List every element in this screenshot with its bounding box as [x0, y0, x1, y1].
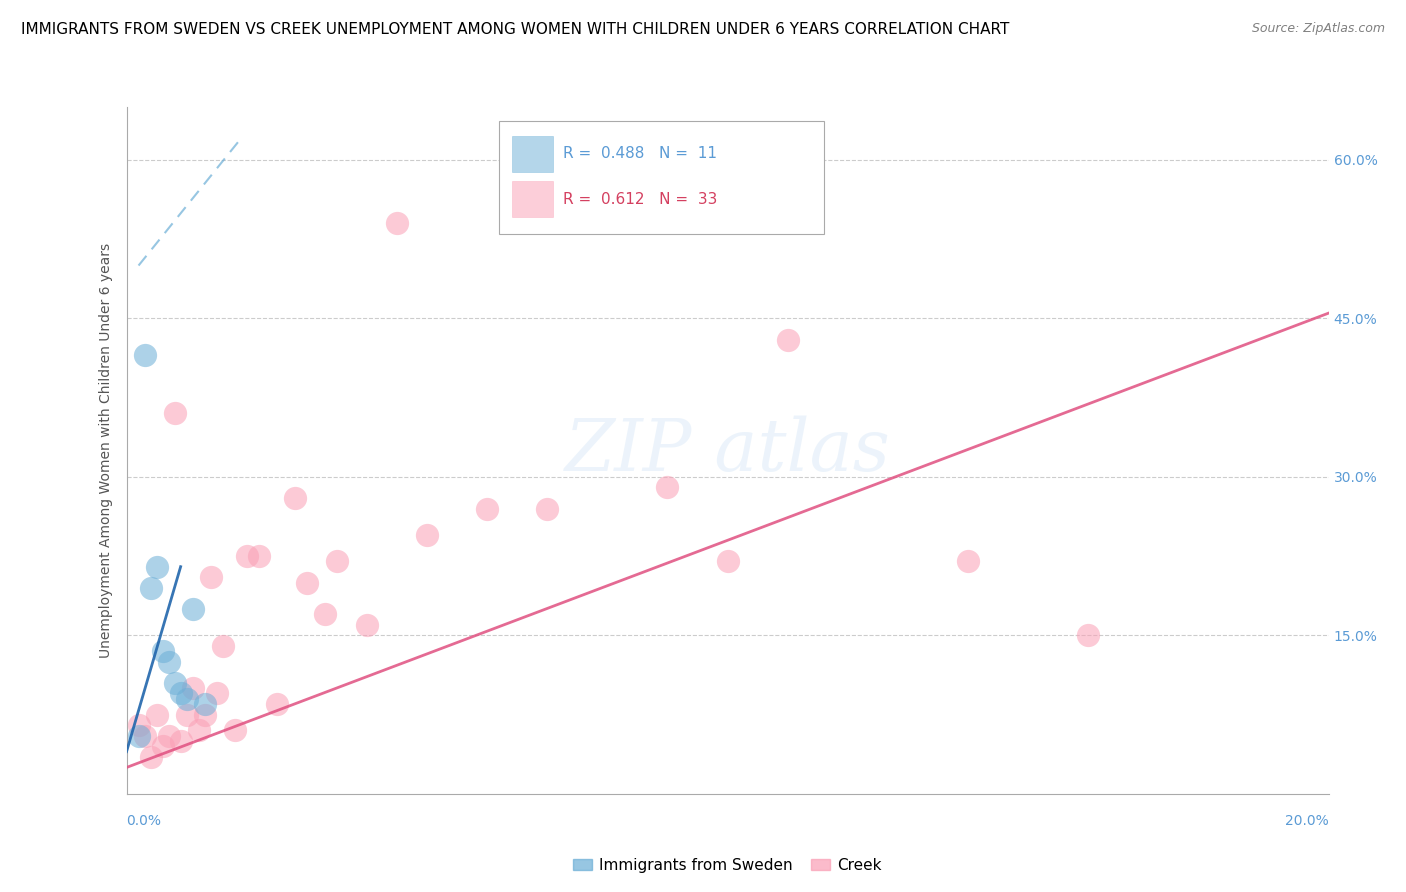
Point	[716, 554, 740, 568]
Point	[134, 348, 156, 362]
Point	[163, 676, 186, 690]
Point	[284, 491, 307, 505]
Point	[181, 681, 204, 696]
Point	[657, 480, 679, 494]
Point	[776, 333, 799, 347]
Point	[163, 407, 186, 421]
Legend: Immigrants from Sweden, Creek: Immigrants from Sweden, Creek	[567, 852, 889, 879]
FancyBboxPatch shape	[512, 136, 554, 171]
Point	[385, 216, 408, 230]
Point	[211, 639, 233, 653]
Point	[145, 707, 167, 722]
Text: R =  0.612   N =  33: R = 0.612 N = 33	[562, 192, 717, 207]
Point	[295, 575, 318, 590]
Text: IMMIGRANTS FROM SWEDEN VS CREEK UNEMPLOYMENT AMONG WOMEN WITH CHILDREN UNDER 6 Y: IMMIGRANTS FROM SWEDEN VS CREEK UNEMPLOY…	[21, 22, 1010, 37]
Point	[266, 697, 288, 711]
Point	[194, 707, 217, 722]
Point	[326, 554, 349, 568]
Point	[205, 686, 228, 700]
Point	[181, 602, 204, 616]
Point	[157, 729, 180, 743]
Point	[194, 697, 217, 711]
FancyBboxPatch shape	[512, 181, 554, 217]
Point	[169, 734, 191, 748]
Point	[475, 501, 498, 516]
Text: ZIP atlas: ZIP atlas	[565, 415, 890, 486]
Point	[128, 729, 150, 743]
Point	[187, 723, 209, 738]
Point	[356, 617, 378, 632]
Point	[169, 686, 191, 700]
Point	[247, 549, 270, 563]
Y-axis label: Unemployment Among Women with Children Under 6 years: Unemployment Among Women with Children U…	[100, 243, 114, 658]
Point	[176, 707, 198, 722]
Point	[235, 549, 259, 563]
Point	[145, 559, 167, 574]
Point	[139, 581, 162, 595]
Point	[200, 570, 222, 584]
Point	[416, 528, 439, 542]
Point	[152, 644, 174, 658]
FancyBboxPatch shape	[499, 120, 824, 234]
Text: Source: ZipAtlas.com: Source: ZipAtlas.com	[1251, 22, 1385, 36]
Text: 0.0%: 0.0%	[127, 814, 162, 828]
Point	[314, 607, 336, 622]
Point	[139, 750, 162, 764]
Point	[1077, 628, 1099, 642]
Point	[157, 655, 180, 669]
Point	[956, 554, 979, 568]
Point	[134, 729, 156, 743]
Point	[152, 739, 174, 754]
Text: 20.0%: 20.0%	[1285, 814, 1329, 828]
Text: R =  0.488   N =  11: R = 0.488 N = 11	[562, 146, 717, 161]
Point	[224, 723, 246, 738]
Point	[128, 718, 150, 732]
Point	[176, 691, 198, 706]
Point	[536, 501, 558, 516]
